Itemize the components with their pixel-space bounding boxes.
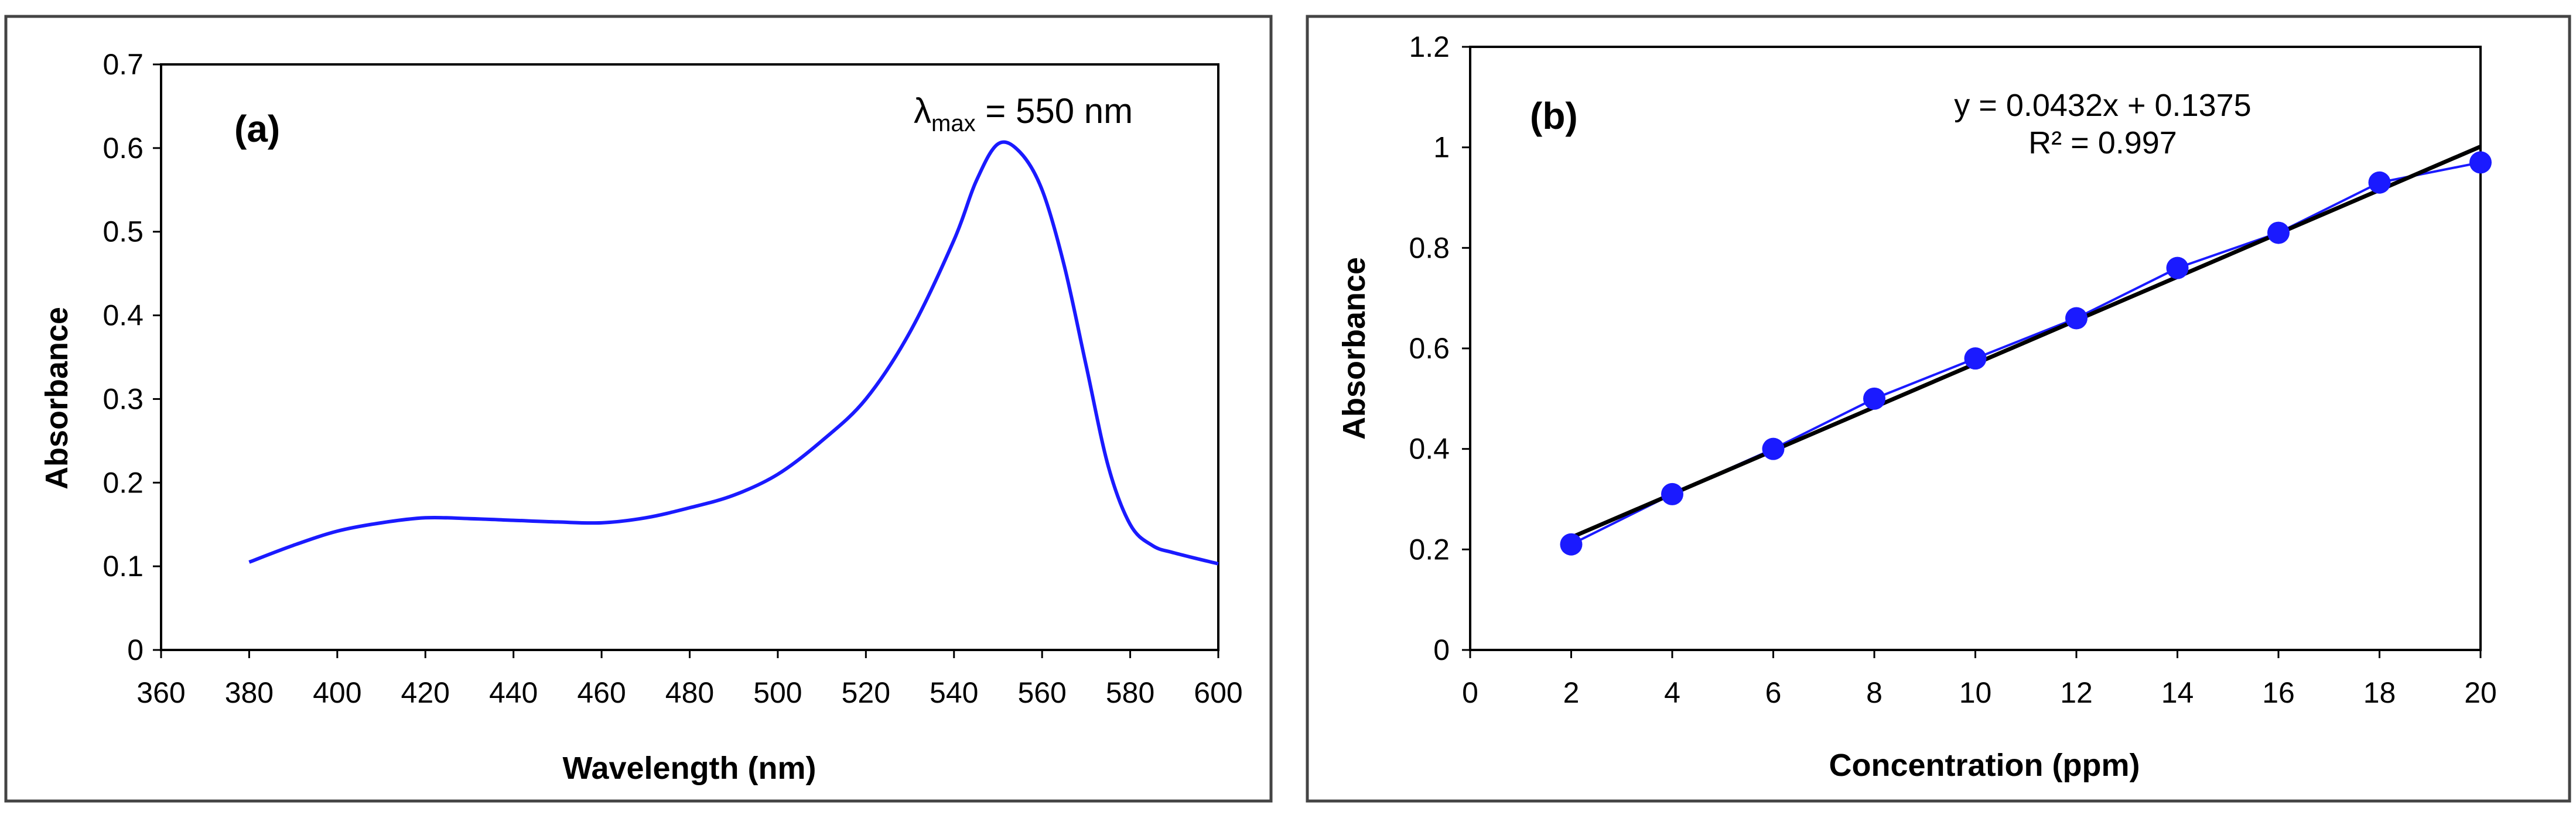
panel-a-frame: [4, 15, 1273, 803]
panel-b: 00.20.40.60.811.2 0 2 4 6 8 10 12 14 16 18 20 (b) …: [1337, 30, 2497, 783]
panel-a-x-axis-title: Wavelength (nm): [562, 751, 816, 786]
panel-b-x-tick-label: 10: [1959, 676, 1992, 709]
panel-a-x-tick-label: 420: [401, 676, 450, 709]
data-point: [1762, 437, 1785, 460]
linear-fit-line: [1570, 145, 2482, 540]
panel-a-y-tick-label: 0.5: [103, 215, 144, 248]
panel-a-x-tick-label: 460: [577, 676, 626, 709]
panel-b-x-tick-label: 20: [2464, 676, 2497, 709]
panel-b-x-tick-label: 16: [2262, 676, 2295, 709]
panel-b-y-tick-label: 0.8: [1409, 231, 1450, 264]
panel-a: 0 0.1 0.2 0.3 0.4 0.5 0.6 0.7 360 380 400 420 440 46…: [39, 48, 1243, 786]
panel-a-x-tick-label: 560: [1017, 676, 1066, 709]
panel-a-x-tick-label: 400: [313, 676, 361, 709]
panel-b-y-tick-label: 1.2: [1409, 30, 1450, 63]
lambda-symbol: λ: [914, 91, 931, 131]
panel-a-x-tick-label: 580: [1106, 676, 1154, 709]
lambda-subscript: max: [931, 111, 976, 136]
panel-b-x-tick-label: 0: [1462, 676, 1478, 709]
data-point: [2166, 256, 2189, 279]
panel-b-y-axis-title: Absorbance: [1337, 257, 1372, 440]
panel-b-y-tick-label: 0.6: [1409, 332, 1450, 365]
data-point: [2065, 307, 2088, 330]
panel-a-x-tick-label: 480: [665, 676, 714, 709]
panel-a-x-tick-label: 500: [753, 676, 802, 709]
fit-equation: y = 0.0432x + 0.1375: [1954, 88, 2251, 123]
panel-b-x-tick-label: 14: [2161, 676, 2194, 709]
panel-a-y-tick-label: 0.1: [103, 550, 144, 583]
panel-a-x-tick-label: 360: [136, 676, 185, 709]
panel-b-x-tick-label: 4: [1664, 676, 1680, 709]
panel-b-x-tick-label: 18: [2363, 676, 2396, 709]
panel-a-y-tick-label: 0.6: [103, 132, 144, 165]
panel-b-x-tick-label: 6: [1765, 676, 1782, 709]
panel-b-y-tick-label: 0: [1433, 634, 1450, 666]
data-point: [2368, 171, 2391, 194]
data-point: [2267, 221, 2290, 244]
panel-a-x-tick-label: 540: [930, 676, 978, 709]
panel-b-x-tick-label: 8: [1866, 676, 1883, 709]
lambda-value: = 550 nm: [976, 91, 1133, 131]
data-point: [2469, 151, 2492, 174]
absorption-spectrum-line: [248, 140, 1219, 566]
panel-a-y-tick-label: 0.7: [103, 48, 144, 81]
panel-b-x-axis-title: Concentration (ppm): [1829, 748, 2140, 783]
panel-b-frame: [1306, 15, 2571, 803]
r-squared: R² = 0.997: [2028, 125, 2177, 160]
panel-a-label: (a): [234, 108, 280, 150]
data-point: [1661, 482, 1683, 505]
panel-a-y-tick-label: 0: [127, 634, 144, 666]
data-point: [1964, 347, 1987, 370]
panel-b-x-tick-label: 2: [1563, 676, 1580, 709]
panel-b-y-tick-label: 1: [1433, 131, 1450, 164]
panel-a-x-tick-label: 380: [225, 676, 274, 709]
panel-a-y-tick-label: 0.2: [103, 466, 144, 499]
data-point: [1863, 387, 1885, 410]
data-point: [1560, 533, 1583, 556]
panel-a-y-tick-label: 0.4: [103, 299, 144, 332]
panel-b-y-tick-label: 0.2: [1409, 533, 1450, 566]
panel-b-x-tick-label: 12: [2060, 676, 2093, 709]
panel-a-x-tick-label: 600: [1194, 676, 1242, 709]
panel-a-y-tick-label: 0.3: [103, 382, 144, 415]
panel-b-y-tick-label: 0.4: [1409, 433, 1450, 466]
panel-b-label: (b): [1530, 95, 1578, 137]
lambda-max-annotation: λmax = 550 nm: [914, 91, 1133, 136]
panel-a-x-tick-label: 440: [489, 676, 538, 709]
panel-a-x-tick-label: 520: [842, 676, 890, 709]
panel-a-y-axis-title: Absorbance: [39, 307, 74, 490]
